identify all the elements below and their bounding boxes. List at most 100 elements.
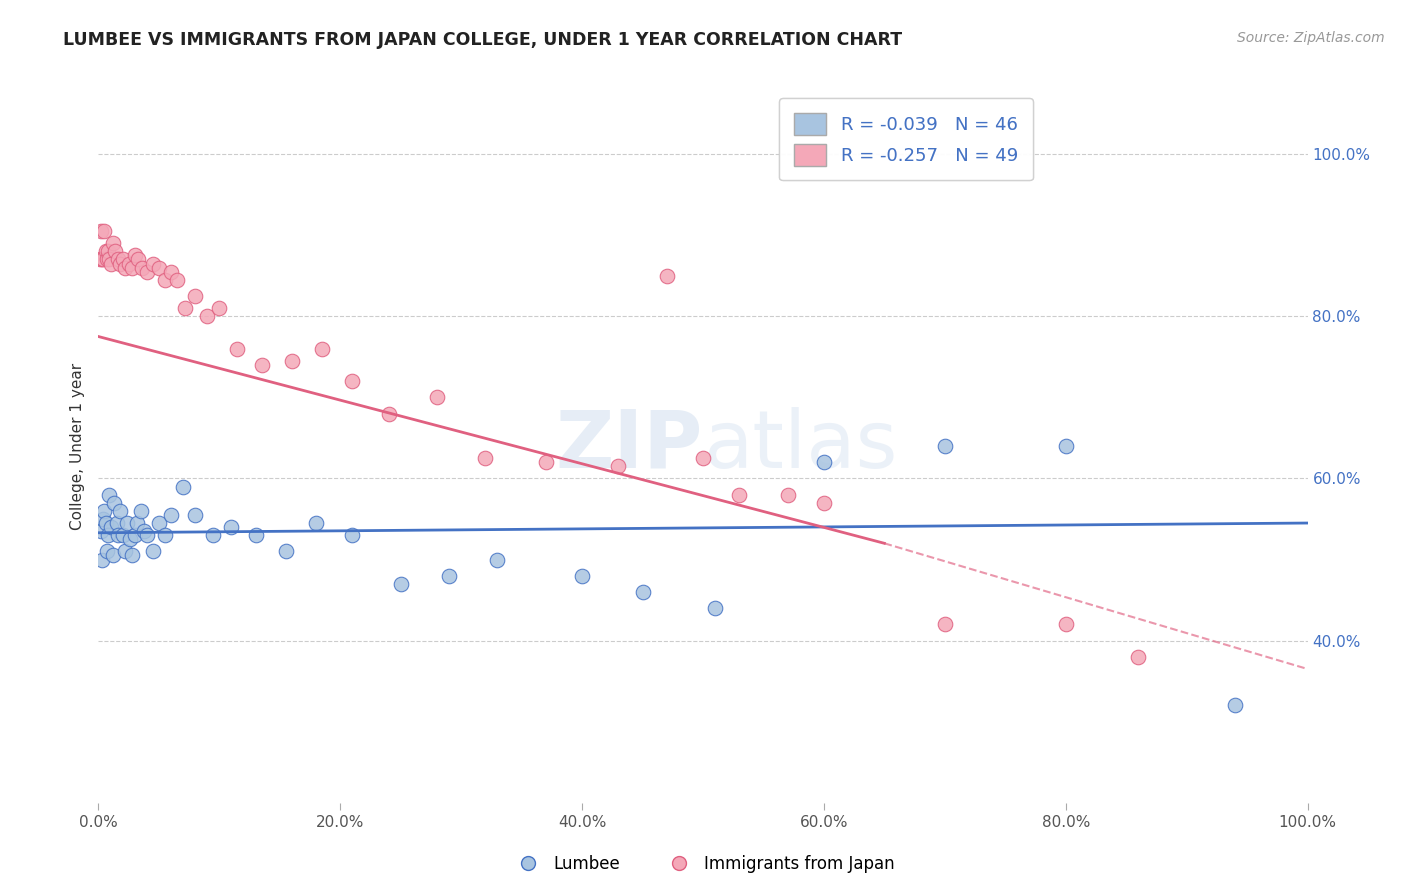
Point — [101, 549, 124, 563]
Point — [1054, 439, 1077, 453]
Point — [96, 544, 118, 558]
Point — [534, 455, 557, 469]
Point — [108, 256, 131, 270]
Point — [94, 516, 117, 530]
Point — [114, 544, 136, 558]
Point — [105, 516, 128, 530]
Point — [127, 516, 149, 530]
Point — [160, 508, 183, 522]
Point — [103, 496, 125, 510]
Point — [571, 568, 593, 582]
Point — [250, 358, 273, 372]
Point — [127, 252, 149, 267]
Point — [631, 585, 654, 599]
Point — [1054, 617, 1077, 632]
Point — [202, 528, 225, 542]
Point — [153, 528, 176, 542]
Point — [131, 260, 153, 275]
Point — [124, 248, 146, 262]
Point — [195, 310, 218, 324]
Point — [129, 504, 152, 518]
Point — [111, 252, 134, 267]
Point — [148, 260, 170, 275]
Point — [245, 528, 267, 542]
Point — [486, 552, 509, 566]
Point — [97, 244, 120, 259]
Point — [1223, 698, 1246, 713]
Text: ZIP: ZIP — [555, 407, 703, 485]
Point — [97, 528, 120, 542]
Point — [655, 268, 678, 283]
Point — [117, 516, 139, 530]
Point — [184, 289, 207, 303]
Point — [728, 488, 751, 502]
Point — [174, 301, 197, 315]
Point — [160, 265, 183, 279]
Point — [134, 524, 156, 538]
Point — [118, 256, 141, 270]
Point — [91, 512, 114, 526]
Point — [172, 479, 194, 493]
Point — [135, 265, 157, 279]
Point — [121, 260, 143, 275]
Point — [377, 407, 399, 421]
Point — [274, 544, 297, 558]
Point — [148, 516, 170, 530]
Point — [281, 354, 304, 368]
Point — [704, 601, 727, 615]
Point — [437, 568, 460, 582]
Point — [90, 524, 112, 538]
Point — [813, 496, 835, 510]
Legend: R = -0.039   N = 46, R = -0.257   N = 49: R = -0.039 N = 46, R = -0.257 N = 49 — [779, 98, 1032, 180]
Point — [91, 252, 114, 267]
Point — [107, 528, 129, 542]
Point — [607, 459, 630, 474]
Point — [108, 504, 131, 518]
Point — [184, 508, 207, 522]
Point — [118, 533, 141, 547]
Point — [221, 520, 243, 534]
Point — [94, 244, 117, 259]
Point — [142, 544, 165, 558]
Text: atlas: atlas — [703, 407, 897, 485]
Point — [342, 528, 364, 542]
Point — [101, 236, 124, 251]
Point — [226, 342, 249, 356]
Point — [934, 617, 956, 632]
Point — [89, 252, 111, 267]
Point — [135, 528, 157, 542]
Point — [107, 252, 129, 267]
Point — [342, 374, 364, 388]
Point — [93, 224, 115, 238]
Point — [93, 504, 115, 518]
Point — [90, 224, 112, 238]
Point — [776, 488, 799, 502]
Point — [96, 252, 118, 267]
Text: Source: ZipAtlas.com: Source: ZipAtlas.com — [1237, 31, 1385, 45]
Point — [100, 520, 122, 534]
Point — [98, 252, 121, 267]
Point — [389, 577, 412, 591]
Point — [142, 256, 165, 270]
Point — [91, 552, 114, 566]
Point — [111, 528, 134, 542]
Point — [121, 549, 143, 563]
Y-axis label: College, Under 1 year: College, Under 1 year — [70, 362, 86, 530]
Text: LUMBEE VS IMMIGRANTS FROM JAPAN COLLEGE, UNDER 1 YEAR CORRELATION CHART: LUMBEE VS IMMIGRANTS FROM JAPAN COLLEGE,… — [63, 31, 903, 49]
Point — [311, 342, 333, 356]
Point — [114, 260, 136, 275]
Point — [208, 301, 231, 315]
Legend: Lumbee, Immigrants from Japan: Lumbee, Immigrants from Japan — [505, 848, 901, 880]
Point — [91, 252, 114, 267]
Point — [166, 273, 188, 287]
Point — [692, 451, 714, 466]
Point — [98, 488, 121, 502]
Point — [305, 516, 328, 530]
Point — [934, 439, 956, 453]
Point — [474, 451, 496, 466]
Point — [100, 256, 122, 270]
Point — [426, 390, 449, 404]
Point — [1128, 649, 1150, 664]
Point — [813, 455, 835, 469]
Point — [153, 273, 176, 287]
